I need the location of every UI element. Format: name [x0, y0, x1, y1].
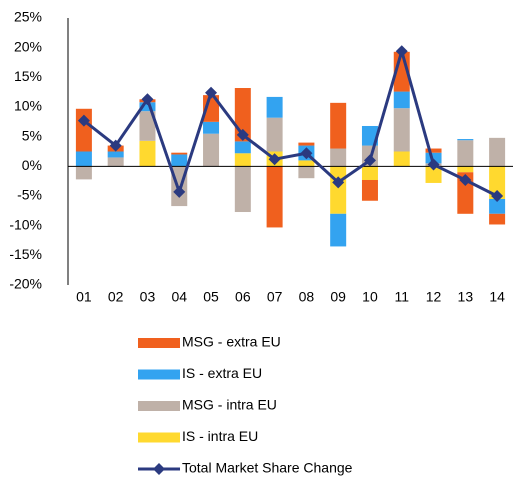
bar: [330, 166, 347, 214]
legend-label: IS - intra EU: [182, 428, 258, 444]
bar: [489, 166, 506, 199]
bar: [203, 133, 220, 167]
x-tick-label: 10: [362, 289, 378, 305]
x-tick-label: 03: [140, 289, 156, 305]
x-tick-label: 08: [299, 289, 315, 305]
bar: [330, 213, 347, 247]
marker: [77, 114, 90, 127]
y-tick-label: 20%: [14, 38, 42, 54]
x-tick-label: 01: [76, 289, 92, 305]
marker: [109, 139, 122, 152]
x-tick-label: 04: [171, 289, 187, 305]
y-tick-label: 0%: [22, 157, 42, 173]
bar: [457, 140, 474, 167]
y-tick-label: -10%: [9, 216, 42, 232]
bar: [330, 102, 347, 149]
x-tick-label: 05: [203, 289, 219, 305]
x-tick-label: 12: [426, 289, 442, 305]
legend-swatch: [138, 401, 180, 411]
bar: [425, 152, 442, 164]
bar: [361, 125, 378, 146]
legend-marker: [153, 463, 165, 475]
bar: [266, 166, 283, 228]
marker: [300, 147, 313, 160]
bar: [330, 148, 347, 167]
y-tick-label: 15%: [14, 68, 42, 84]
bar: [393, 91, 410, 109]
bar: [75, 151, 92, 167]
y-tick-label: -5%: [17, 187, 42, 203]
y-tick-label: -20%: [9, 276, 42, 292]
marker: [236, 128, 249, 141]
x-tick-label: 02: [108, 289, 124, 305]
x-tick-label: 13: [458, 289, 474, 305]
x-tick-label: 14: [489, 289, 505, 305]
bar: [203, 121, 220, 134]
bar: [107, 151, 124, 158]
bar: [298, 160, 315, 167]
bar: [266, 96, 283, 118]
bar: [298, 142, 315, 146]
marker: [363, 154, 376, 167]
legend-label: MSG - intra EU: [182, 397, 277, 413]
bar: [425, 148, 442, 153]
bar: [234, 153, 251, 167]
bar: [457, 139, 474, 141]
y-tick-label: 25%: [14, 9, 42, 25]
y-tick-label: -15%: [9, 246, 42, 262]
bar: [234, 166, 251, 213]
bar: [489, 198, 506, 214]
marker: [173, 185, 186, 198]
bar: [489, 213, 506, 225]
marker: [205, 86, 218, 99]
x-tick-label: 11: [394, 289, 409, 305]
legend-swatch: [138, 432, 180, 443]
bar: [393, 151, 410, 167]
y-tick-label: 5%: [22, 127, 42, 143]
marker: [332, 176, 345, 189]
bar: [361, 179, 378, 201]
x-tick-label: 09: [330, 289, 346, 305]
marker: [268, 153, 281, 166]
marker: [427, 158, 440, 171]
bar: [393, 108, 410, 152]
bar: [139, 102, 156, 112]
bar: [234, 141, 251, 154]
y-tick-label: 10%: [14, 98, 42, 114]
x-tick-label: 06: [235, 289, 251, 305]
bar: [171, 152, 188, 155]
legend-swatch: [138, 369, 180, 380]
bar: [489, 137, 506, 167]
legend-label: Total Market Share Change: [182, 460, 353, 476]
bar: [266, 117, 283, 152]
bar: [139, 140, 156, 167]
bar: [171, 154, 188, 167]
bar: [425, 166, 442, 183]
marker: [491, 190, 504, 202]
marker: [395, 45, 408, 58]
bar: [107, 157, 124, 167]
marker: [141, 93, 154, 106]
legend-swatch: [138, 338, 180, 348]
marker: [459, 173, 472, 186]
legend-label: IS - extra EU: [182, 365, 262, 381]
legend-label: MSG - extra EU: [182, 334, 281, 350]
bar: [457, 166, 474, 173]
line: [82, 45, 498, 198]
bar: [139, 111, 156, 141]
bar: [361, 166, 378, 180]
bar: [75, 166, 92, 180]
bar: [298, 166, 315, 179]
x-tick-label: 07: [267, 289, 283, 305]
